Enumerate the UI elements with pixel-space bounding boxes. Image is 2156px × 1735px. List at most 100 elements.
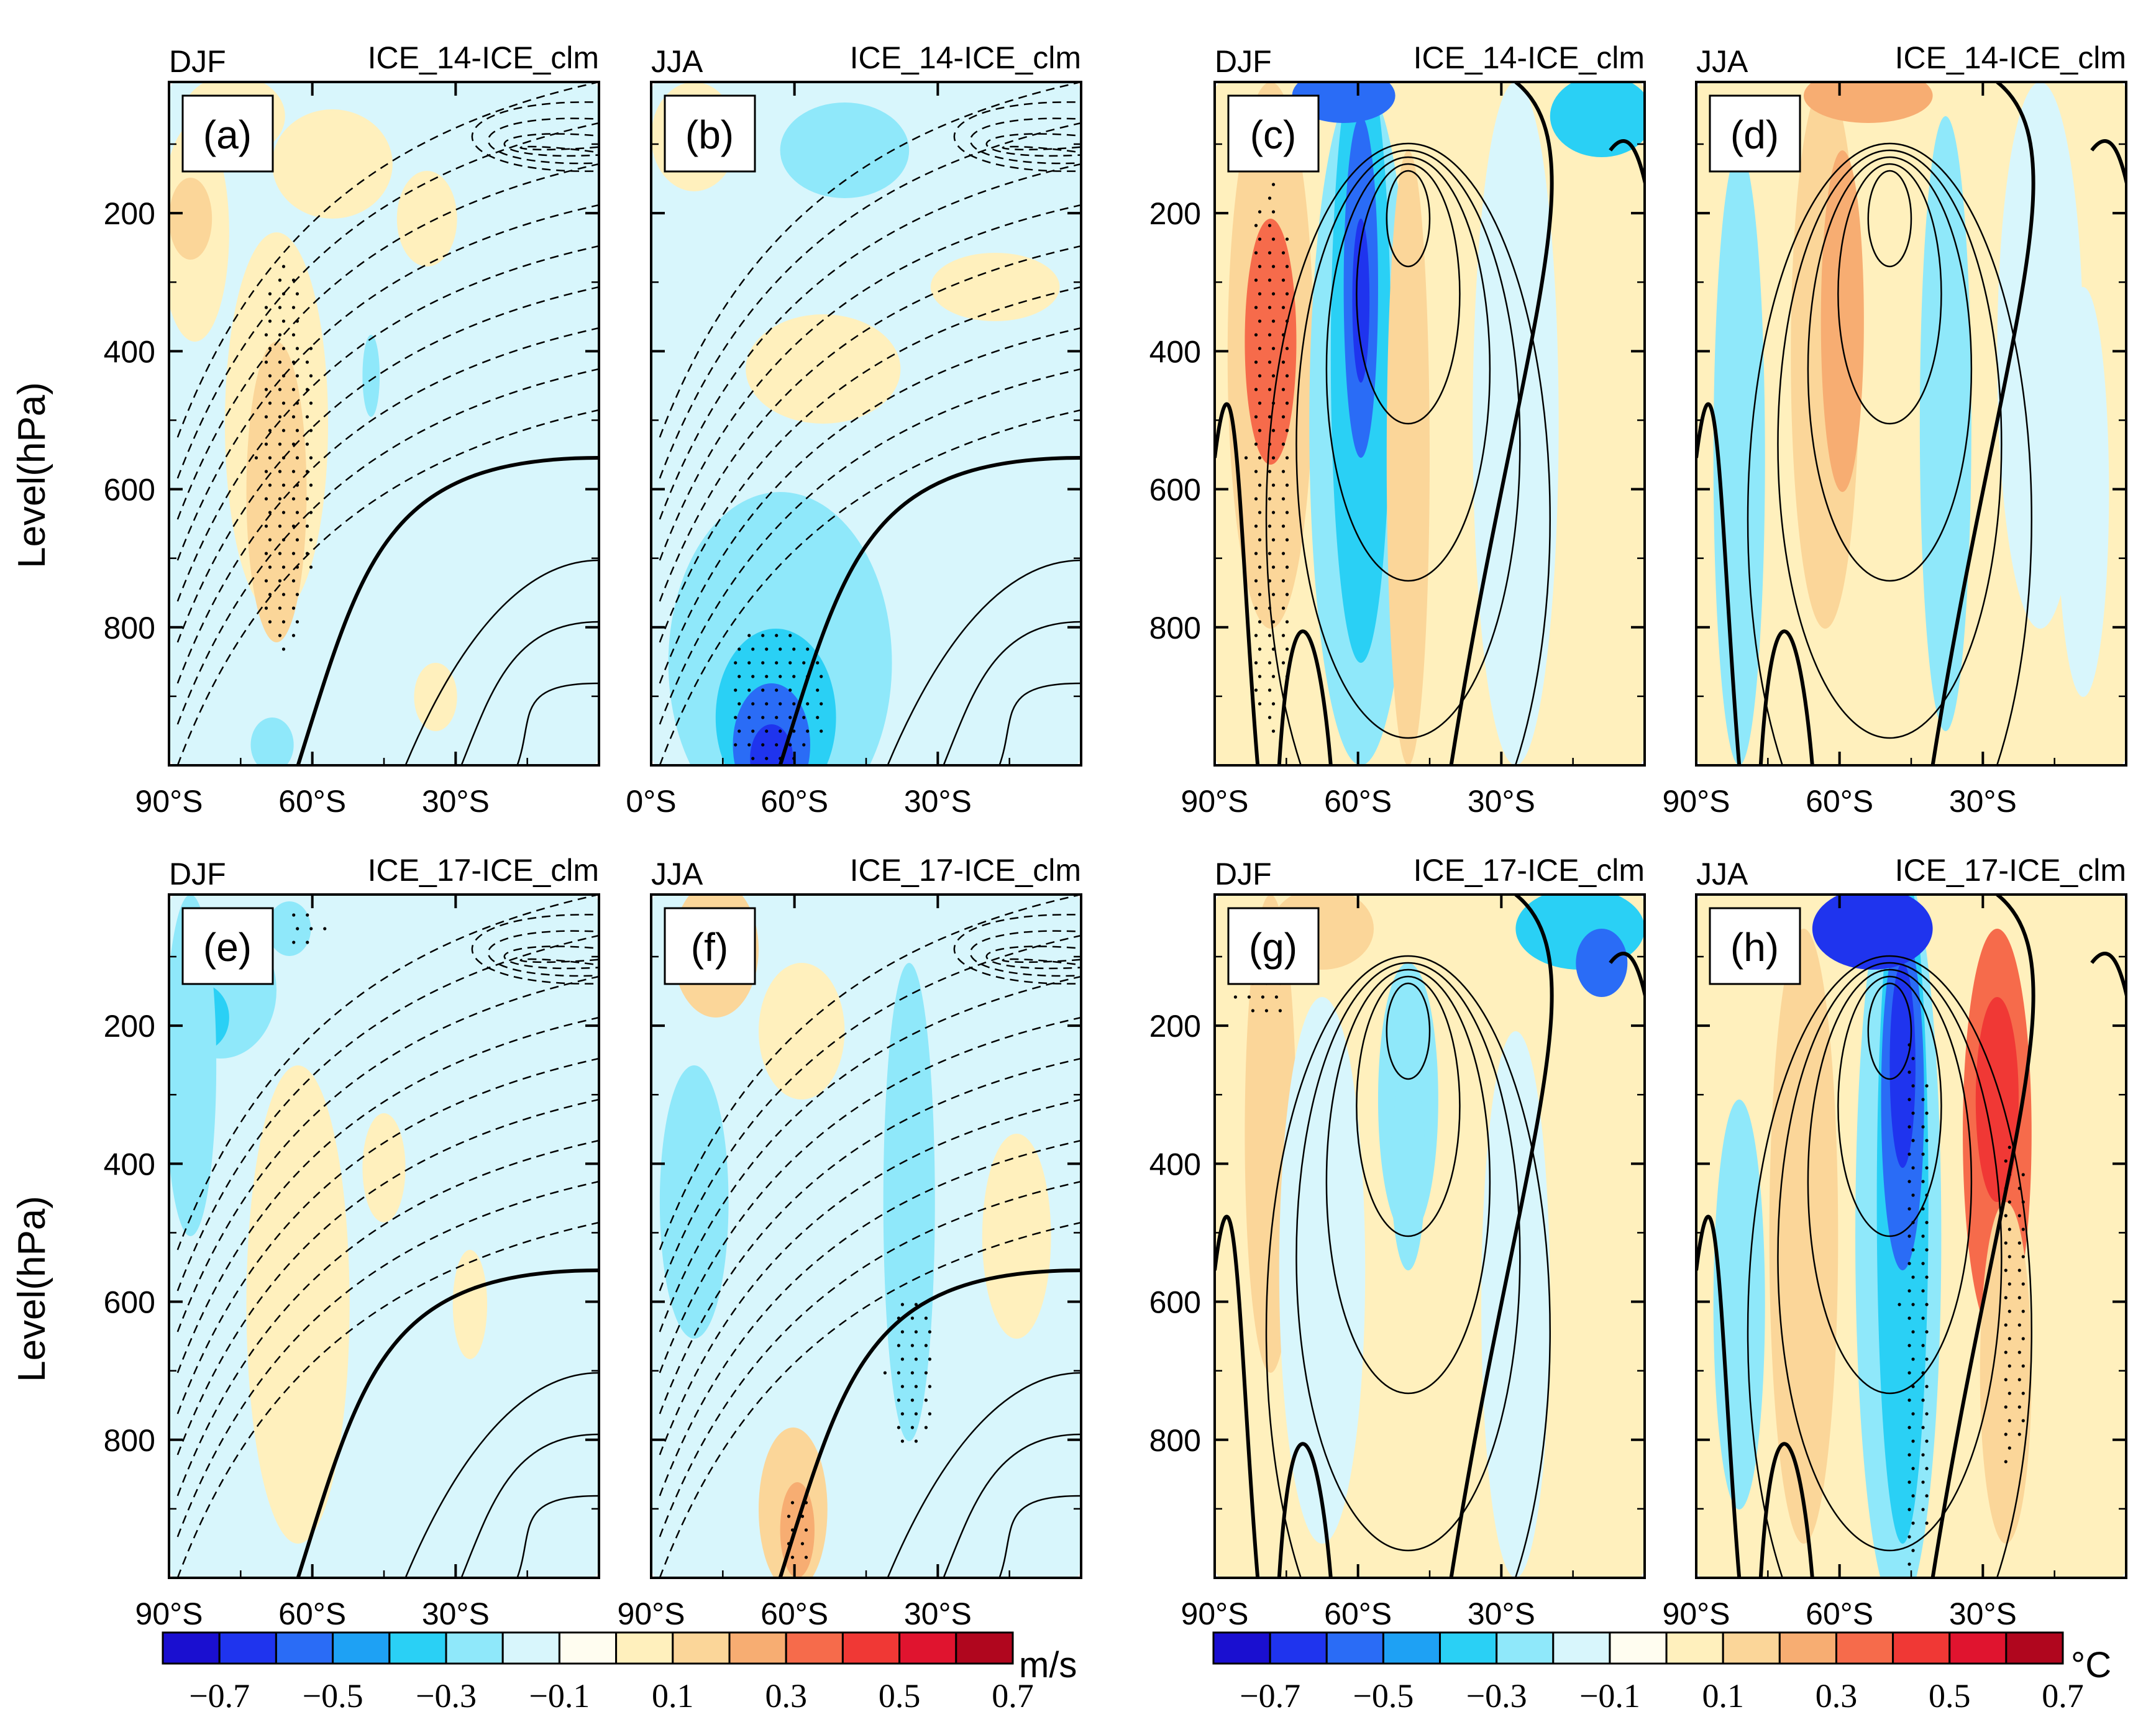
experiment-label: ICE_17-ICE_clm <box>1414 853 1645 888</box>
field <box>169 895 599 1578</box>
stipple-dot <box>278 333 282 337</box>
contour-line <box>659 1139 1081 1496</box>
contour-line <box>659 204 1081 561</box>
stipple-dot <box>2004 1159 2008 1163</box>
panel-label-box <box>1709 94 1801 173</box>
shaded-region <box>1481 1031 1550 1578</box>
stipple-dot <box>804 1528 808 1532</box>
stipple-dot <box>1254 606 1258 610</box>
experiment-label: ICE_17-ICE_clm <box>368 853 599 888</box>
stipple-dot <box>1258 237 1262 241</box>
stipple-dot <box>268 401 272 405</box>
stipple-dot <box>900 1385 905 1388</box>
stipple-dot <box>2008 1145 2011 1149</box>
stipple-dot <box>1258 319 1262 323</box>
stipple-dot <box>1907 1398 1911 1402</box>
stipple-dot <box>291 606 296 610</box>
shaded-region <box>1550 82 1645 157</box>
stipple-dot <box>751 757 755 760</box>
stipple-dot <box>883 1371 887 1375</box>
season-label: DJF <box>1215 44 1272 79</box>
stipple-dot <box>1898 1303 1901 1306</box>
contour-line <box>659 409 1081 765</box>
stipple-dot <box>806 729 810 733</box>
x-tick-label: 30°S <box>1949 784 2017 819</box>
stipple-dot <box>788 634 792 637</box>
stipple-dot <box>802 743 806 747</box>
stipple-dot <box>751 729 755 733</box>
x-tick-label: 90°S <box>135 784 203 819</box>
stipple-dot <box>278 360 282 364</box>
stipple-dot <box>1268 634 1272 637</box>
stipple-dot <box>1271 183 1276 186</box>
stipple-dot <box>2004 1460 2008 1464</box>
stipple-dot <box>1907 1508 1911 1511</box>
stipple-dot <box>278 442 282 446</box>
stipple-dot <box>788 688 792 692</box>
stipple-dot <box>1268 224 1272 227</box>
stipple-dot <box>291 634 296 637</box>
stipple-dot <box>1254 661 1258 665</box>
stipple-dot <box>1254 388 1258 391</box>
contour-line <box>1295 149 1521 739</box>
stipple-dot <box>1907 1344 1911 1347</box>
stipple-dot <box>278 524 282 528</box>
stipple-dot <box>914 1330 918 1334</box>
contour-line <box>471 101 599 172</box>
stipple-dot <box>747 688 751 692</box>
stipple-dot <box>264 497 268 501</box>
stipple-dot <box>1271 265 1276 268</box>
colorbar-label: −0.5 <box>303 1677 363 1715</box>
panel-b: 0°S 60°S 30°S JJA ICE_14-ICE_clm (b) <box>626 40 1082 819</box>
field <box>1696 82 2126 765</box>
stipple-dot <box>323 927 327 931</box>
x-tick-label: 60°S <box>761 784 828 819</box>
stipple-dot <box>264 470 268 473</box>
colorbar-swatch <box>1382 1631 1441 1665</box>
stipple-dot <box>1911 1248 1915 1252</box>
colorbar-swatch <box>275 1631 334 1665</box>
contour-line <box>176 82 599 438</box>
panel-label-box <box>1227 94 1320 173</box>
contour-line <box>176 934 599 1291</box>
stipple-dot <box>900 1412 905 1416</box>
stipple-dot <box>738 647 741 651</box>
contour-line <box>659 975 1081 1332</box>
stipple-dot <box>264 552 268 555</box>
stipple-dot <box>1925 1084 1929 1088</box>
contour-line <box>516 1495 599 1578</box>
stipple-dot <box>1254 251 1258 255</box>
stipple-dot <box>1281 634 1286 637</box>
shaded-region <box>1386 150 1430 765</box>
contour-line <box>176 1180 599 1537</box>
x-tick-label: 30°S <box>1468 1596 1535 1631</box>
zero-contour <box>1277 629 1333 765</box>
colorbar-swatch <box>728 1631 787 1665</box>
stipple-dot <box>305 442 309 446</box>
stipple-dot <box>2021 1282 2025 1286</box>
season-label: JJA <box>651 857 703 891</box>
stipple-dot <box>1911 1303 1915 1306</box>
panel-f: 90°S 60°S 30°S JJA ICE_17-ICE_clm (f) <box>618 853 1082 1631</box>
stipple-dot <box>1258 401 1262 405</box>
stipple-dot <box>1268 524 1272 528</box>
stipple-dot <box>268 620 272 624</box>
contour-line <box>519 145 599 153</box>
colorbar-swatch <box>388 1631 447 1665</box>
stipple-dot <box>1911 1084 1915 1088</box>
stipple-dot <box>1921 1426 1925 1429</box>
stipple-dot <box>2017 1241 2021 1245</box>
stipple-dot <box>309 347 313 350</box>
y-tick-label: 400 <box>1149 334 1201 369</box>
panel-label-box <box>664 907 756 985</box>
experiment-label: ICE_14-ICE_clm <box>1895 40 2126 75</box>
stipple-dot <box>2008 1227 2011 1231</box>
stipple-dot <box>2021 1419 2025 1423</box>
stipple-dot <box>264 415 268 419</box>
contour-line <box>503 133 599 157</box>
zero-contour <box>2090 139 2126 189</box>
contour-line <box>503 945 599 970</box>
stipple-dot <box>1925 1166 1929 1170</box>
stipple-dot <box>295 347 299 350</box>
stipple-dot <box>897 1426 901 1429</box>
